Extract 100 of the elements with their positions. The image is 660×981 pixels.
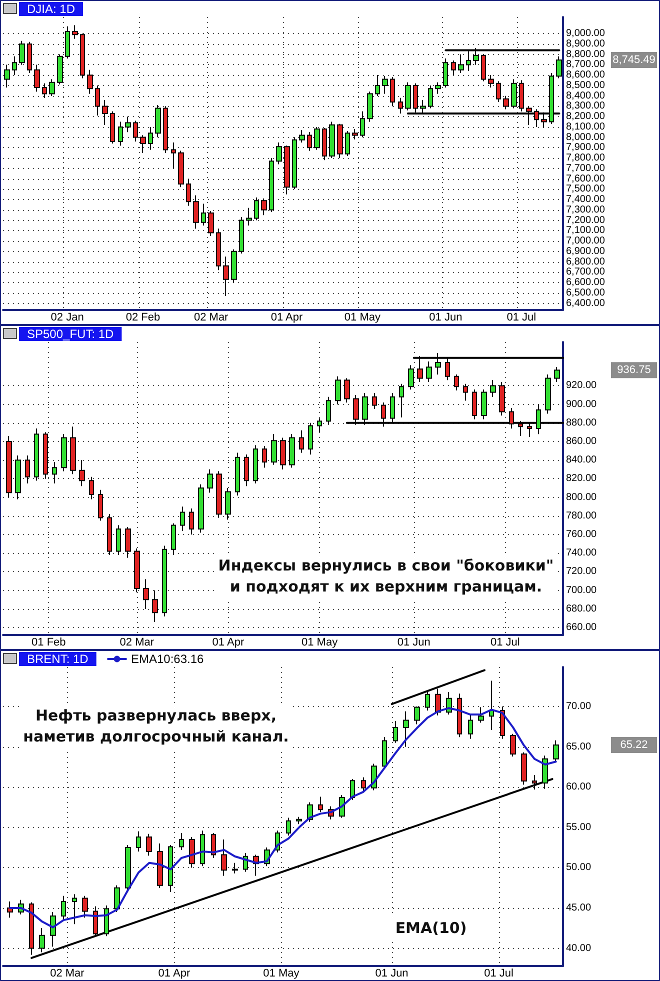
candlestick bbox=[454, 374, 459, 391]
candlestick bbox=[261, 198, 267, 216]
y-tick-label: 7,200.00 bbox=[566, 214, 606, 226]
candlestick bbox=[481, 388, 487, 420]
y-tick-label: 50.00 bbox=[566, 862, 592, 874]
candlestick bbox=[361, 776, 366, 792]
x-tick-label: 01 Jun bbox=[429, 312, 462, 324]
x-tick-label: 01 Apr bbox=[158, 968, 190, 980]
candlestick bbox=[134, 548, 140, 593]
candlestick bbox=[276, 142, 282, 165]
candlestick bbox=[232, 862, 238, 874]
y-tick-label: 8,100.00 bbox=[566, 121, 606, 132]
candlestick bbox=[296, 816, 302, 825]
candlestick bbox=[443, 58, 448, 88]
candlestick bbox=[133, 120, 138, 142]
candlestick bbox=[15, 454, 21, 500]
y-tick-label: 6,900.00 bbox=[566, 246, 606, 257]
candlestick bbox=[393, 720, 398, 744]
y-tick-label: 740.00 bbox=[566, 548, 598, 559]
y-tick-label: 6,800.00 bbox=[566, 256, 606, 268]
y-tick-label: 7,000.00 bbox=[566, 236, 606, 247]
y-tick-label: 8,300.00 bbox=[566, 100, 606, 112]
candlestick bbox=[428, 84, 433, 109]
x-tick-label: 01 Jul bbox=[490, 636, 520, 648]
y-tick-label: 720.00 bbox=[566, 566, 598, 578]
candlestick bbox=[403, 710, 409, 748]
candlestick bbox=[511, 78, 517, 109]
y-tick-label: 8,900.00 bbox=[566, 38, 606, 50]
x-tick-label: 01 Feb bbox=[32, 636, 66, 648]
x-tick-label: 02 Mar bbox=[50, 968, 85, 980]
legend-label: EMA10:63.16 bbox=[131, 652, 204, 666]
y-tick-label: 7,100.00 bbox=[566, 225, 606, 236]
candlestick bbox=[186, 178, 191, 206]
candlestick bbox=[414, 706, 420, 725]
candlestick bbox=[61, 434, 67, 472]
candlestick bbox=[326, 396, 331, 426]
candlestick bbox=[244, 454, 249, 487]
candlestick bbox=[208, 210, 214, 236]
candlestick bbox=[307, 132, 312, 152]
y-tick-label: 7,800.00 bbox=[566, 152, 606, 164]
candlestick bbox=[43, 432, 48, 480]
x-tick-label: 01 May bbox=[344, 312, 381, 324]
candlestick bbox=[286, 817, 291, 836]
x-tick-label: 01 Apr bbox=[270, 312, 304, 324]
candlestick bbox=[545, 374, 551, 414]
candlestick bbox=[171, 522, 176, 556]
candlestick bbox=[489, 680, 494, 730]
candlestick bbox=[25, 454, 30, 484]
text: 936.75 bbox=[617, 364, 651, 376]
candlestick bbox=[239, 216, 244, 254]
candlestick bbox=[6, 435, 12, 498]
candlestick bbox=[478, 706, 484, 724]
candlestick bbox=[201, 203, 206, 226]
candlestick bbox=[521, 752, 527, 786]
y-tick-label: 70.00 bbox=[566, 700, 592, 712]
candlestick bbox=[178, 150, 184, 188]
x-tick-label: 01 Jun bbox=[397, 636, 430, 648]
candlestick bbox=[61, 895, 66, 921]
y-tick-label: 7,400.00 bbox=[566, 194, 606, 206]
y-tick-label: 660.00 bbox=[566, 622, 598, 634]
candlestick bbox=[405, 82, 411, 111]
x-tick-label: 02 Mar bbox=[194, 312, 229, 324]
chart-title: BRENT: 1D bbox=[27, 652, 89, 666]
candlestick bbox=[125, 526, 131, 558]
y-tick-label: 40.00 bbox=[566, 942, 592, 954]
x-tick-label: 01 Jul bbox=[484, 968, 514, 980]
chart-title: DJIA: 1D bbox=[27, 2, 76, 16]
candlestick bbox=[350, 778, 355, 800]
candlestick bbox=[367, 91, 373, 122]
candlestick bbox=[318, 796, 323, 813]
candlestick bbox=[496, 80, 501, 103]
candlestick bbox=[292, 136, 297, 190]
y-tick-label: 8,400.00 bbox=[566, 90, 606, 102]
candlestick bbox=[345, 130, 350, 156]
candlestick bbox=[72, 894, 77, 925]
text: 65.22 bbox=[620, 739, 648, 752]
candlestick bbox=[34, 428, 39, 482]
candlestick bbox=[198, 484, 204, 534]
candlestick bbox=[503, 95, 509, 110]
candlestick bbox=[189, 836, 195, 868]
candlestick bbox=[12, 56, 17, 76]
y-tick-label: 7,300.00 bbox=[566, 204, 606, 216]
y-tick-label: 7,600.00 bbox=[566, 173, 606, 184]
candlestick bbox=[235, 452, 240, 496]
candlestick bbox=[472, 388, 477, 420]
candlestick bbox=[225, 488, 231, 520]
candlestick bbox=[253, 444, 258, 484]
candlestick bbox=[458, 54, 464, 74]
candlestick bbox=[308, 422, 313, 456]
candlestick bbox=[216, 470, 222, 518]
y-tick-label: 9,000.00 bbox=[566, 28, 606, 40]
y-tick-label: 880.00 bbox=[566, 417, 598, 428]
candlestick bbox=[200, 830, 205, 867]
candlestick bbox=[398, 97, 403, 114]
candlestick bbox=[70, 426, 76, 475]
candlestick bbox=[372, 392, 377, 410]
candlestick bbox=[317, 418, 322, 433]
x-tick-label: 02 Jan bbox=[50, 312, 84, 324]
y-tick-label: 800.00 bbox=[566, 492, 598, 503]
y-tick-label: 840.00 bbox=[566, 454, 598, 466]
